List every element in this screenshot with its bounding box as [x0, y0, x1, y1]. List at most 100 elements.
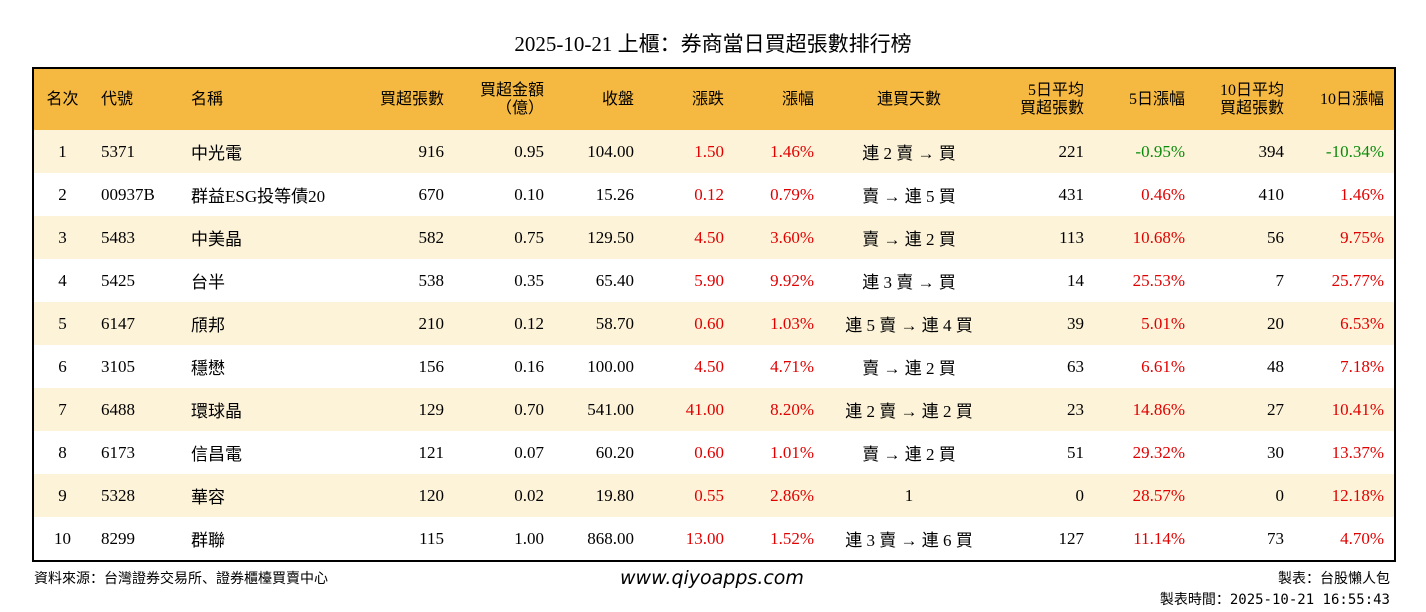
table-cell: 群益ESG投等債20: [191, 187, 326, 206]
table-cell: 10.41%: [1294, 388, 1395, 431]
table-cell: 115: [419, 528, 444, 548]
table-cell: 0.60: [694, 442, 724, 462]
table-cell: 0: [1195, 474, 1294, 517]
table-row: 7 6488 環球晶 129 0.70 541.00 41.00 8.20% 連 2 賣 → 連…: [33, 388, 1395, 431]
column-header: 買超張數: [351, 68, 454, 130]
table-cell: 群聯: [191, 531, 225, 550]
table-cell: 0.12: [454, 302, 554, 345]
column-header: 連買天數: [824, 68, 994, 130]
table-cell: 41.00: [644, 388, 734, 431]
table-cell: 7: [33, 388, 91, 431]
table-cell: 28.57%: [1094, 474, 1195, 517]
table-cell: 10: [54, 528, 71, 548]
table-cell: 868.00: [587, 528, 634, 548]
table-cell: 3: [33, 216, 91, 259]
table-cell: 6173: [101, 442, 135, 462]
table-cell: 0.16: [514, 356, 544, 376]
column-header: 5日平均 買超張數: [994, 68, 1094, 130]
table-cell: 121: [418, 442, 445, 462]
column-header: 名稱: [181, 68, 351, 130]
table-cell: 1: [33, 130, 91, 173]
table-cell: 1.00: [514, 528, 544, 548]
table-cell: 連 3 賣 → 買: [862, 273, 956, 292]
table-cell: 9.75%: [1294, 216, 1395, 259]
table-cell: 120: [351, 474, 454, 517]
table-cell: 0.55: [644, 474, 734, 517]
column-header: 買超金額 （億）: [454, 68, 554, 130]
table-cell: 63: [1067, 356, 1084, 376]
table-cell: 410: [1258, 184, 1285, 204]
column-header: 5日漲幅: [1094, 68, 1195, 130]
table-cell: 華容: [181, 474, 351, 517]
source: 資料來源：台灣證券交易所、證券櫃檯買賣中心: [34, 571, 328, 587]
table-cell: 129.50: [554, 216, 644, 259]
table-cell: 賣 → 連 2 買: [824, 216, 994, 259]
table-cell: 538: [418, 270, 445, 290]
table-cell: 1.03%: [734, 302, 824, 345]
table-cell: 6488: [91, 388, 181, 431]
table-row: 4 5425 台半 538 0.35 65.40 5.90 9.92% 連 3 賣 → 買 14 2…: [33, 259, 1395, 302]
header-row: 名次 代號 名稱 買超張數 買超金額 （億） 收盤 漲跌 漲幅 連買天數 5日平均 買超張數 5日漲…: [33, 68, 1395, 130]
table-cell: 4.50: [644, 216, 734, 259]
table-cell: 0.07: [514, 442, 544, 462]
table-cell: 541.00: [554, 388, 644, 431]
column-header: 漲幅: [734, 68, 824, 130]
table-cell: 0.95: [454, 130, 554, 173]
table-row: 2 00937B 群益ESG投等債20 670 0.10 15.26 0.12 0.79% 賣 …: [33, 173, 1395, 216]
column-header: 10日平均 買超張數: [1195, 68, 1294, 130]
table-cell: 65.40: [595, 270, 634, 290]
table-cell: 210: [351, 302, 454, 345]
table-cell: 104.00: [554, 130, 644, 173]
table-cell: 賣 → 連 2 買: [862, 445, 956, 464]
table-cell: 0.10: [514, 184, 544, 204]
table-cell: 0: [994, 474, 1094, 517]
column-header: 名次: [33, 68, 91, 130]
site: www.qiyoapps.com: [620, 567, 804, 589]
table-cell: 916: [351, 130, 454, 173]
table-cell: 129: [351, 388, 454, 431]
table-cell: 60.20: [595, 442, 634, 462]
table-cell: 賣 → 連 2 買: [862, 359, 956, 378]
table-row: 10 8299 群聯 115 1.00 868.00 13.00 1.52% 連 3 賣 → 連…: [33, 517, 1395, 561]
table-cell: 25.77%: [1331, 270, 1384, 290]
table-cell: 連 5 賣 → 連 4 買: [824, 302, 994, 345]
table-cell: 1.52%: [770, 528, 814, 548]
column-header: 代號: [91, 68, 181, 130]
table-cell: 環球晶: [181, 388, 351, 431]
table-cell: 5: [33, 302, 91, 345]
table-cell: 0.35: [514, 270, 544, 290]
table-cell: 27: [1195, 388, 1294, 431]
maker: 製表：台股懶人包: [1278, 571, 1390, 587]
table-cell: 6.53%: [1294, 302, 1395, 345]
table-cell: 127: [1058, 528, 1085, 548]
table-cell: 25.53%: [1132, 270, 1185, 290]
table-cell: 10.68%: [1094, 216, 1195, 259]
table-cell: 1.50: [644, 130, 734, 173]
table-cell: 6147: [91, 302, 181, 345]
table-cell: 30: [1267, 442, 1284, 462]
table-cell: 0.75: [454, 216, 554, 259]
time: 製表時間：2025-10-21 16:55:43: [1159, 592, 1390, 608]
table-cell: 8299: [101, 528, 135, 548]
table-cell: 3.60%: [734, 216, 824, 259]
table-cell: 5483: [91, 216, 181, 259]
table-cell: 1.46%: [734, 130, 824, 173]
table-cell: 4.50: [694, 356, 724, 376]
table-row: 6 3105 穩懋 156 0.16 100.00 4.50 4.71% 賣 → 連 2 買 63…: [33, 345, 1395, 388]
table-cell: 15.26: [595, 184, 634, 204]
table-cell: 中美晶: [181, 216, 351, 259]
table-cell: 5328: [91, 474, 181, 517]
table-cell: 連 2 賣 → 連 2 買: [824, 388, 994, 431]
table-cell: 7: [1275, 270, 1285, 290]
column-header: 漲跌: [644, 68, 734, 130]
table-cell: 3105: [101, 356, 135, 376]
table-cell: 9.92%: [770, 270, 814, 290]
table-cell: 0.12: [694, 184, 724, 204]
table-cell: 5425: [101, 270, 135, 290]
table-cell: 11.14%: [1133, 528, 1185, 548]
table-row: 8 6173 信昌電 121 0.07 60.20 0.60 1.01% 賣 → 連 2 買 51…: [33, 431, 1395, 474]
table-cell: 7.18%: [1340, 356, 1384, 376]
table-cell: 394: [1195, 130, 1294, 173]
